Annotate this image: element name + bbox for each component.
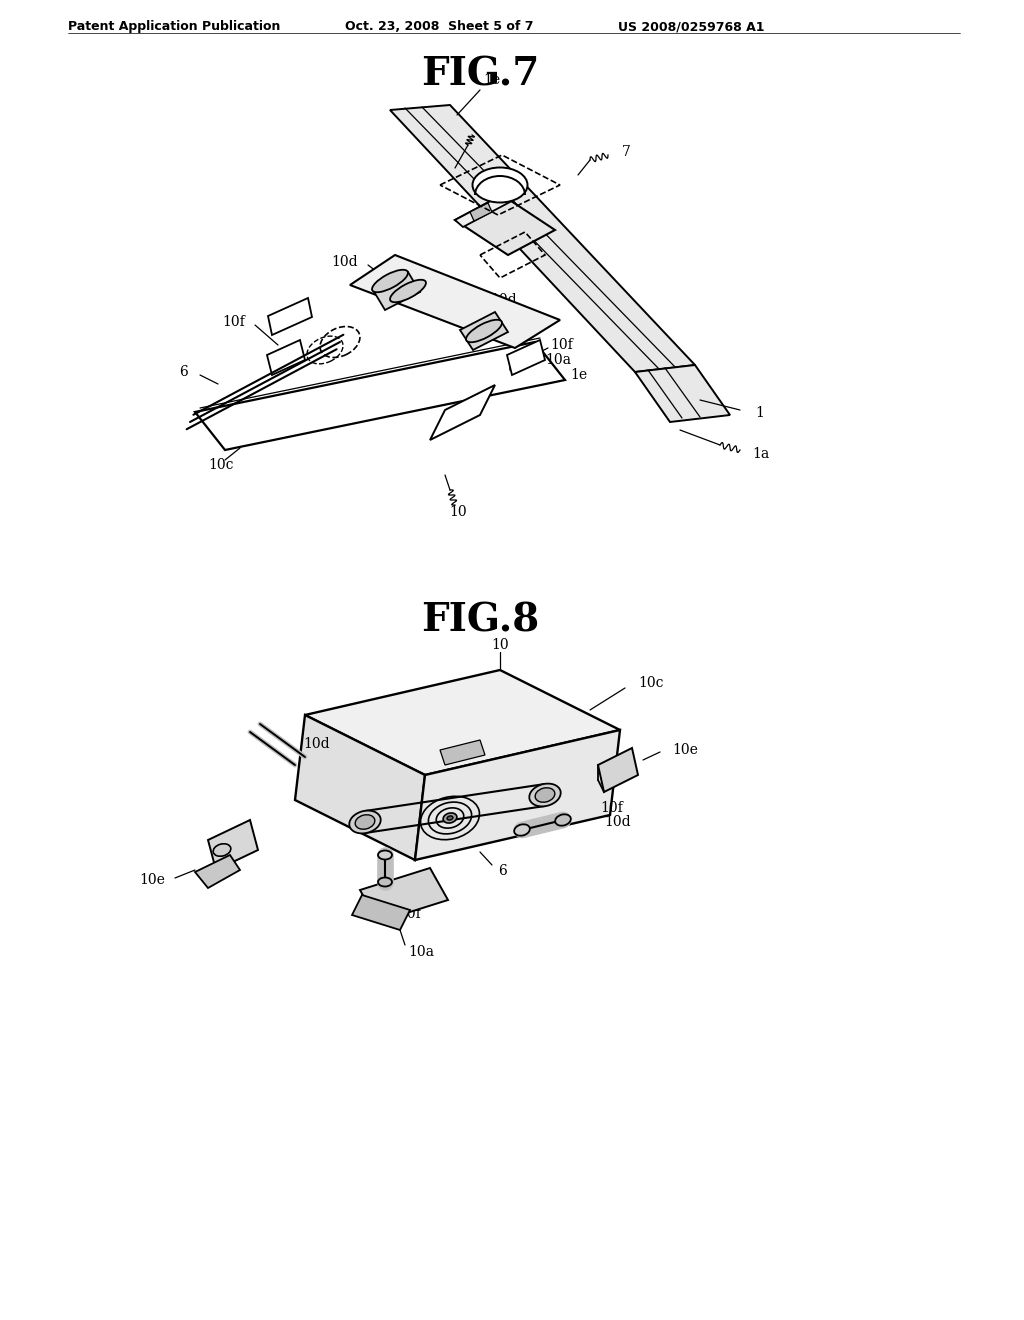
Polygon shape xyxy=(455,195,555,255)
Ellipse shape xyxy=(378,850,392,859)
Ellipse shape xyxy=(555,814,570,826)
Text: 10d: 10d xyxy=(604,814,631,829)
Polygon shape xyxy=(195,342,565,450)
Text: 10c: 10c xyxy=(638,676,664,690)
Ellipse shape xyxy=(466,319,502,342)
Polygon shape xyxy=(507,341,545,375)
Polygon shape xyxy=(208,820,258,870)
Text: 1a: 1a xyxy=(752,447,769,461)
Polygon shape xyxy=(440,741,485,766)
Text: 10f: 10f xyxy=(550,338,572,352)
Text: Oct. 23, 2008  Sheet 5 of 7: Oct. 23, 2008 Sheet 5 of 7 xyxy=(345,20,534,33)
Ellipse shape xyxy=(536,788,555,803)
Polygon shape xyxy=(455,195,510,227)
Text: 10f: 10f xyxy=(222,315,245,329)
Text: 1e: 1e xyxy=(483,73,500,87)
Text: 10c: 10c xyxy=(208,458,233,473)
Text: Patent Application Publication: Patent Application Publication xyxy=(68,20,281,33)
Ellipse shape xyxy=(372,269,408,292)
Text: 7: 7 xyxy=(622,145,631,158)
Polygon shape xyxy=(598,748,638,792)
Text: 10a: 10a xyxy=(545,352,571,367)
Text: 6: 6 xyxy=(179,366,188,379)
Polygon shape xyxy=(267,341,305,375)
Text: 10f: 10f xyxy=(398,907,421,921)
Polygon shape xyxy=(430,385,495,440)
Polygon shape xyxy=(360,869,449,921)
Text: FIG.8: FIG.8 xyxy=(421,601,539,639)
Ellipse shape xyxy=(443,813,457,824)
Polygon shape xyxy=(195,855,240,888)
Polygon shape xyxy=(460,312,508,350)
Ellipse shape xyxy=(447,816,453,820)
Ellipse shape xyxy=(349,810,381,833)
Text: 10d: 10d xyxy=(303,737,330,751)
Polygon shape xyxy=(305,671,620,775)
Text: 10d: 10d xyxy=(332,255,358,269)
Ellipse shape xyxy=(378,878,392,887)
Text: 10: 10 xyxy=(492,638,509,652)
Text: 10a: 10a xyxy=(408,945,434,960)
Ellipse shape xyxy=(355,814,375,829)
Text: 10d: 10d xyxy=(490,293,517,308)
Text: 10f: 10f xyxy=(600,801,623,814)
Text: 1: 1 xyxy=(755,407,764,420)
Ellipse shape xyxy=(529,784,561,807)
Text: 1e: 1e xyxy=(570,368,587,381)
Polygon shape xyxy=(390,106,695,372)
Polygon shape xyxy=(352,895,410,931)
Polygon shape xyxy=(350,255,560,348)
Text: US 2008/0259768 A1: US 2008/0259768 A1 xyxy=(618,20,765,33)
Polygon shape xyxy=(470,203,492,220)
Ellipse shape xyxy=(472,168,527,202)
Ellipse shape xyxy=(390,280,426,302)
Polygon shape xyxy=(373,272,420,310)
Polygon shape xyxy=(268,298,312,335)
Text: 10: 10 xyxy=(450,506,467,519)
Text: 6: 6 xyxy=(498,865,507,878)
Ellipse shape xyxy=(213,843,230,857)
Text: FIG.7: FIG.7 xyxy=(421,55,540,94)
Polygon shape xyxy=(415,730,620,861)
Text: 10e: 10e xyxy=(139,873,165,887)
Ellipse shape xyxy=(514,824,529,836)
Polygon shape xyxy=(295,715,425,861)
Text: 10e: 10e xyxy=(672,743,698,756)
Polygon shape xyxy=(635,366,730,422)
